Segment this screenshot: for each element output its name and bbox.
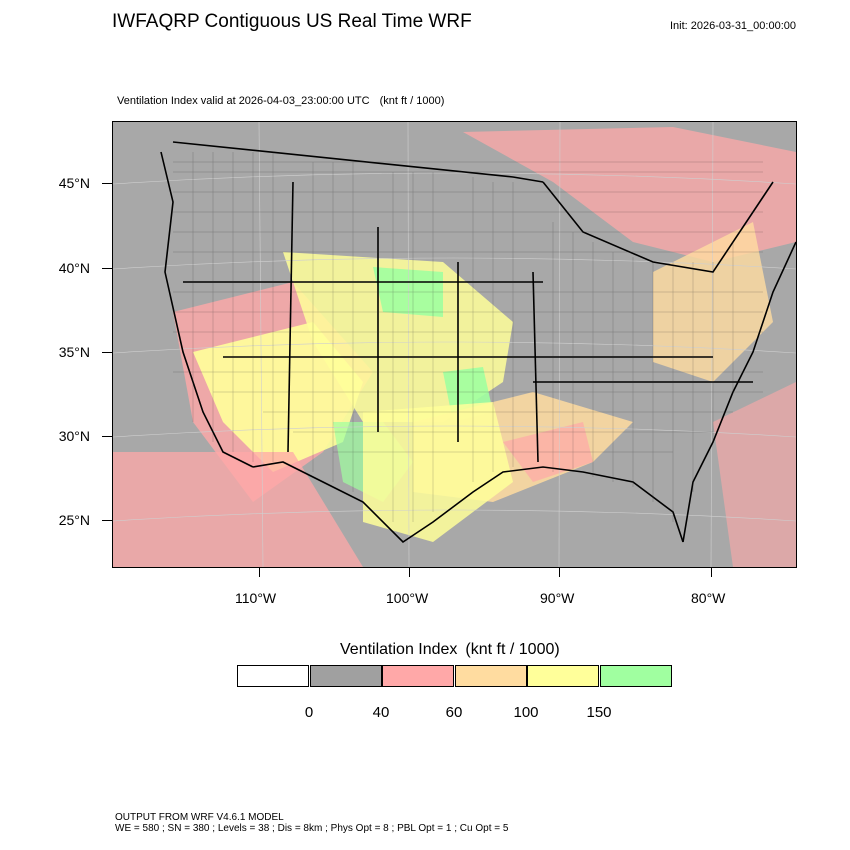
legend-tick-150: 150 — [586, 704, 612, 721]
lon-tick-80 — [711, 567, 712, 577]
legend-tick-40: 40 — [372, 704, 390, 721]
model-info-footer: OUTPUT FROM WRF V4.6.1 MODEL WE = 580 ; … — [115, 812, 508, 834]
region-pink-mexico — [113, 452, 363, 567]
lon-tick-110 — [259, 567, 260, 577]
footer-line-2: WE = 580 ; SN = 380 ; Levels = 38 ; Dis … — [115, 823, 509, 834]
lat-label-35: 35°N — [58, 344, 90, 360]
lat-tick-30 — [102, 436, 112, 437]
lat-tick-25 — [102, 520, 112, 521]
subtitle-units: (knt ft / 1000) — [379, 95, 445, 107]
region-yellow-west — [193, 322, 363, 472]
legend-swatch — [382, 665, 454, 687]
lat-label-45: 45°N — [58, 175, 90, 191]
footer-line-1: OUTPUT FROM WRF V4.6.1 MODEL — [115, 812, 284, 823]
lon-tick-90 — [559, 567, 560, 577]
lat-label-30: 30°N — [58, 428, 90, 444]
county-lines — [173, 152, 763, 522]
lat-label-25: 25°N — [58, 512, 90, 528]
legend-swatch — [527, 665, 599, 687]
lon-tick-100 — [409, 567, 410, 577]
subtitle-text: Ventilation Index valid at 2026-04-03_23… — [117, 95, 370, 107]
legend-units: (knt ft / 1000) — [465, 641, 560, 658]
legend-swatch — [454, 665, 527, 687]
lon-label-80: 80°W — [691, 590, 726, 606]
lon-label-110: 110°W — [235, 590, 277, 606]
graticule — [113, 122, 796, 567]
legend-title: Ventilation Index (knt ft / 1000) — [340, 641, 560, 659]
lat-label-40: 40°N — [58, 260, 90, 276]
region-yellow-texas — [363, 402, 513, 542]
lat-tick-45 — [102, 183, 112, 184]
legend-swatch — [309, 665, 382, 687]
init-time: Init: 2026-03-31_00:00:00 — [670, 20, 796, 32]
legend-tick-100: 100 — [513, 704, 539, 721]
lon-label-100: 100°W — [386, 590, 429, 606]
lon-label-90: 90°W — [540, 590, 575, 606]
valid-time-subtitle: Ventilation Index valid at 2026-04-03_23… — [117, 95, 444, 107]
legend-tick-60: 60 — [445, 704, 463, 721]
lat-tick-35 — [102, 352, 112, 353]
map-panel — [112, 121, 797, 568]
region-pink-atlantic — [713, 382, 796, 567]
ventilation-map — [113, 122, 796, 567]
legend-title-text: Ventilation Index — [340, 641, 458, 658]
lat-tick-40 — [102, 268, 112, 269]
legend-swatch — [599, 665, 672, 687]
legend-tick-0: 0 — [304, 704, 314, 721]
legend-swatch — [237, 665, 309, 687]
map-title: IWFAQRP Contiguous US Real Time WRF — [112, 11, 472, 32]
